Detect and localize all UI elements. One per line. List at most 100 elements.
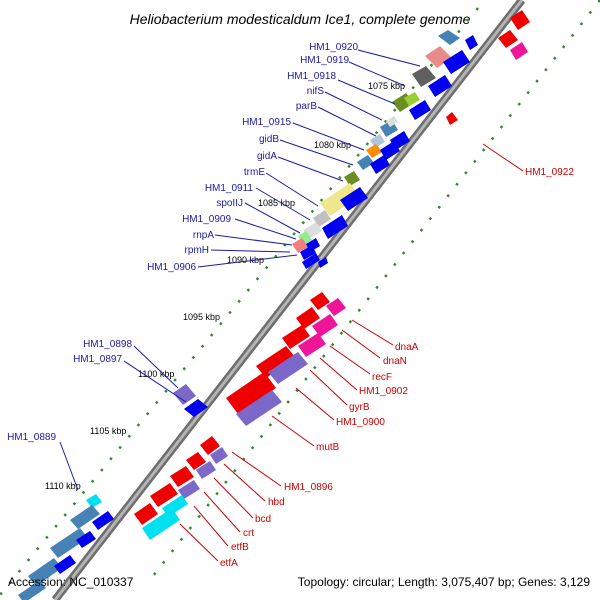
gene-crt[interactable] [150,483,178,507]
gene-arrow[interactable] [302,253,320,269]
gene-HM1-0920[interactable] [438,30,460,45]
gene-arrow[interactable] [409,100,431,120]
gene-label: hbd [268,497,285,508]
gene-arrow[interactable] [76,531,96,548]
gene-steel[interactable] [70,505,100,529]
tick-label: 1085 kbp [258,198,295,208]
gene-red[interactable] [510,10,530,30]
gene-recF[interactable] [312,314,338,337]
tick-labels: 1075 kbp 1080 kbp 1085 kbp 1090 kbp 1095… [45,81,405,491]
gene-label: crt [243,528,254,539]
gene-small[interactable] [386,116,398,127]
gene-label: HM1_0902 [359,386,408,397]
gene-spoIIJ[interactable] [313,210,331,227]
gene-HM1-0897[interactable] [184,399,208,417]
gene-small[interactable] [357,155,374,170]
leader-line [223,463,266,502]
gene-gyrB[interactable] [298,333,326,357]
gene-magenta[interactable] [510,42,528,60]
gene-gidA[interactable] [366,144,382,158]
gene-gidB[interactable] [370,134,385,148]
gene-label: HM1_0919 [300,55,349,66]
middle-left-labels: HM1_0898 HM1_0897 [73,339,187,403]
gene-nifS[interactable] [412,66,436,87]
right-labels: HM1_0922 dnaA dnaN recF HM1_0902 gyrB HM… [179,143,574,569]
gene-mutB-b[interactable] [236,390,282,426]
gene-HM1-0918[interactable] [443,50,470,74]
gene-hbd-b[interactable] [196,461,216,479]
gene-rpmH[interactable] [292,238,308,253]
gene-HM1-0902[interactable] [282,325,310,349]
accession-text: Accession: NC_010337 [8,575,134,589]
gene-red[interactable] [498,30,518,48]
gene-arrow[interactable] [428,75,452,97]
genome-backbone-highlight [53,0,524,600]
gene-dnaA[interactable] [310,292,330,310]
leader-line [214,234,293,246]
gene-HM1-0896[interactable] [200,436,220,455]
leader-line [341,329,381,359]
gene-label: dnaA [395,342,419,353]
gene-HM1-0900-b[interactable] [268,352,308,384]
gene-HM1-0906[interactable] [300,245,316,260]
gene-steel[interactable] [28,558,62,586]
gene-label: HM1_0922 [525,167,574,178]
leader-line [203,491,241,533]
gene-arrow[interactable] [370,155,390,174]
gene-arrow[interactable] [322,215,348,239]
leader-line [295,387,335,421]
gene-HM1-0889[interactable] [86,494,102,508]
gene-label: HM1_0918 [287,71,336,82]
gene-etfA-r[interactable] [134,503,158,525]
tick-label: 1075 kbp [368,81,405,91]
gene-rnpA[interactable] [298,231,312,245]
gene-label: spoIIJ [216,198,243,209]
gene-arrow[interactable] [380,141,400,160]
leader-line [309,369,348,406]
gene-HM1-0922[interactable] [446,112,458,125]
gene-etfA[interactable] [142,508,180,540]
gene-HM1-0896-b[interactable] [210,447,228,464]
gene-HM1-0898[interactable] [173,384,196,405]
leader-line [197,254,298,268]
gene-trmE[interactable] [344,171,360,186]
gene-dnaA-b[interactable] [326,298,346,316]
gene-label: HM1_0896 [284,482,333,493]
gene-bcd[interactable] [170,466,194,487]
gene-label: dnaN [383,356,407,367]
tick-label: 1100 kbp [138,369,174,379]
gene-bcd-b[interactable] [178,480,200,499]
gene-arrow[interactable] [340,187,368,211]
gene-mutB[interactable] [226,372,276,414]
gene-HM1-0911[interactable] [320,183,360,216]
gene-small[interactable] [404,92,420,106]
leader-line [265,172,319,207]
leader-line [255,187,311,221]
tick-label: 1095 kbp [183,312,220,322]
leader-line [213,477,254,519]
gene-label: HM1_0909 [182,214,231,225]
leader-line [59,441,79,491]
leader-line [133,345,179,389]
tick-label: 1110 kbp [45,481,81,491]
leader-line [292,122,365,151]
gene-arrow[interactable] [54,555,76,574]
gene-arrow[interactable] [318,257,328,268]
gene-arrow[interactable] [465,35,478,50]
plus-strand-genes [134,10,530,540]
gene-arrow[interactable] [92,511,114,530]
gene-steel[interactable] [50,528,88,558]
gene-label: etfA [220,558,238,569]
gene-label: HM1_0906 [147,262,196,273]
minus-strand-genes [18,30,478,600]
gene-label: HM1_0900 [336,417,385,428]
gene-steel[interactable] [18,580,46,600]
gene-HM1-0900[interactable] [256,346,296,378]
gene-label: HM1_0897 [73,354,122,365]
gene-dnaN[interactable] [296,307,320,329]
leader-line [271,415,315,447]
gene-hbd[interactable] [186,452,206,470]
leader-line [244,202,301,234]
gene-label: rnpA [193,230,214,241]
